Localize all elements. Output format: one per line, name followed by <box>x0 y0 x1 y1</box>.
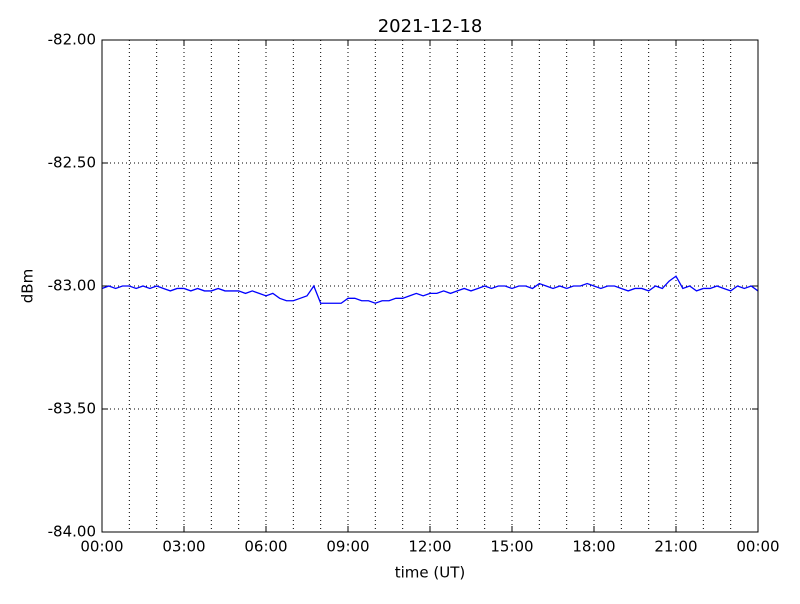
x-tick-label: 09:00 <box>326 538 369 556</box>
plot-frame <box>101 39 759 533</box>
x-tick-label: 00:00 <box>736 538 779 556</box>
y-tick-label: -82.00 <box>48 31 96 49</box>
x-tick-label: 03:00 <box>162 538 205 556</box>
y-tick-label: -82.50 <box>48 154 96 172</box>
x-axis-label: time (UT) <box>395 564 466 582</box>
y-tick-label: -84.00 <box>48 523 96 541</box>
x-tick-label: 12:00 <box>408 538 451 556</box>
y-tick-label: -83.50 <box>48 400 96 418</box>
x-tick-label: 06:00 <box>244 538 287 556</box>
data-line <box>101 275 759 304</box>
x-tick-label: 00:00 <box>80 538 123 556</box>
x-tick-label: 15:00 <box>490 538 533 556</box>
y-tick-label: -83.00 <box>48 277 96 295</box>
x-tick-label: 21:00 <box>654 538 697 556</box>
chart-title: 2021-12-18 <box>378 16 483 37</box>
y-axis-label: dBm <box>19 269 37 303</box>
x-tick-label: 18:00 <box>572 538 615 556</box>
